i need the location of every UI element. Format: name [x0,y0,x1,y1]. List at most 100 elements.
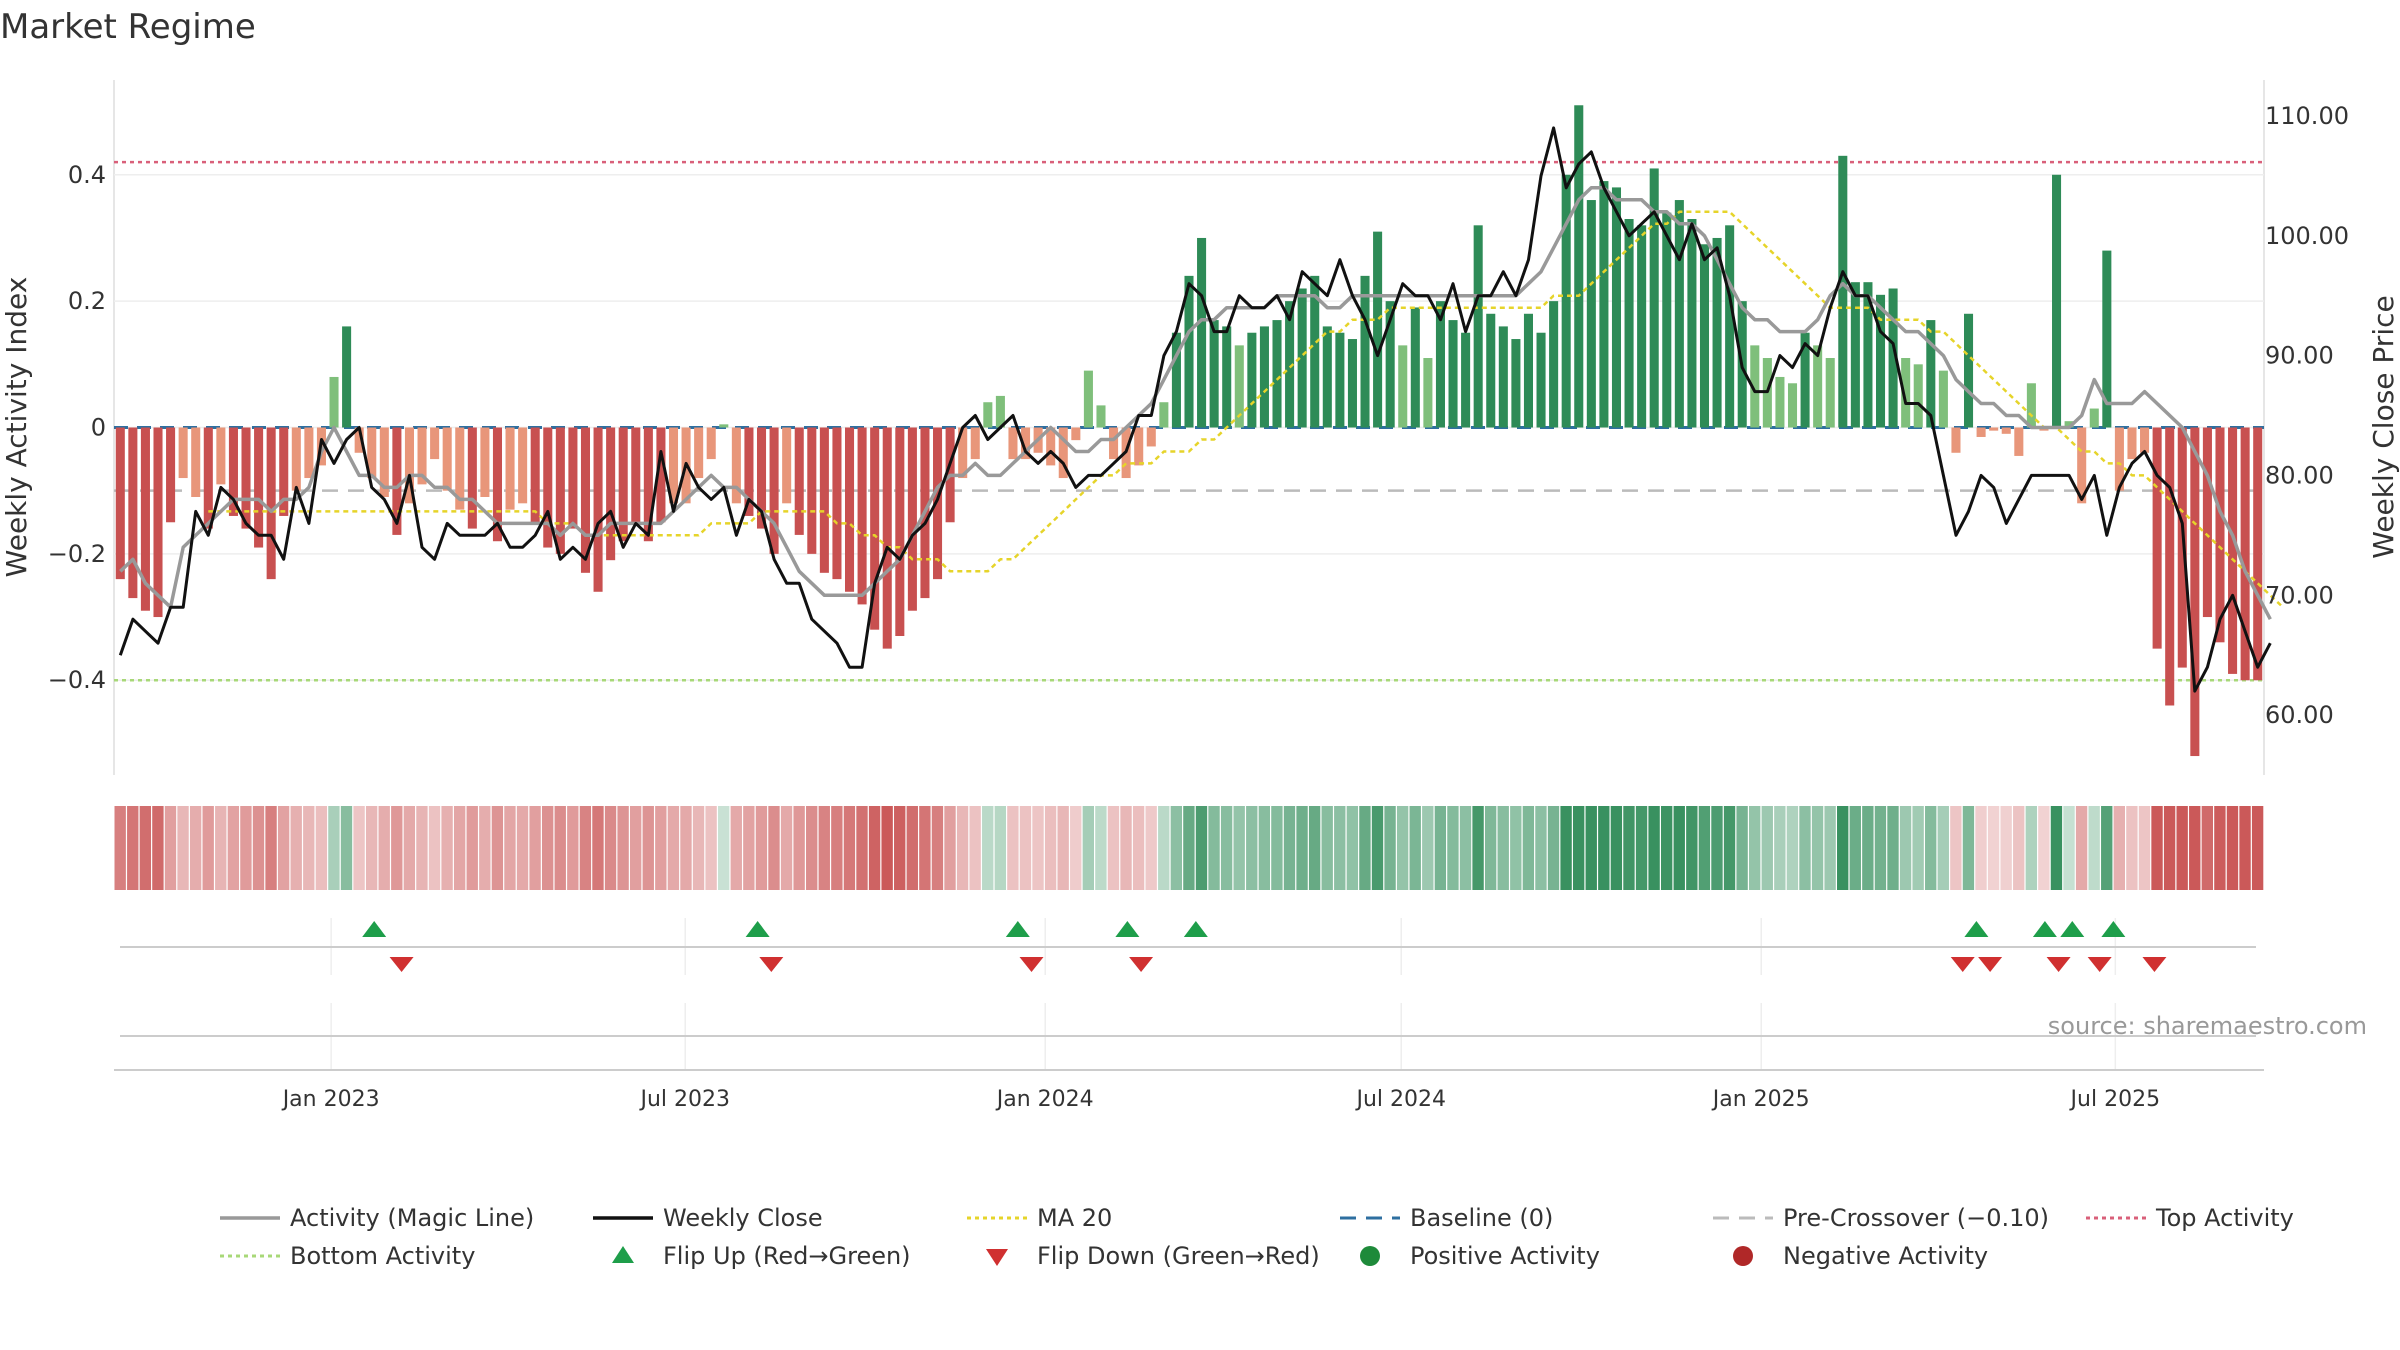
heat-cell [1736,806,1748,890]
activity-bar [1951,427,1961,453]
activity-bar [2152,427,2162,649]
legend-label: Activity (Magic Line) [290,1204,534,1232]
heat-cell [1711,806,1723,890]
y2-tick-label: 60.00 [2265,701,2334,729]
activity-bar [1473,225,1483,428]
activity-bar [2064,421,2074,428]
heat-cell [1321,806,1333,890]
heat-cell [1874,806,1887,890]
heat-cell [2214,806,2226,890]
activity-bar [1096,405,1106,428]
x-tick-label: Jul 2024 [1354,1087,1446,1112]
heat-cell [1396,806,1409,890]
heat-cell [1032,806,1044,890]
heat-cell [2251,806,2264,890]
activity-bar [1197,237,1207,428]
legend-item-ma20: MA 20 [967,1204,1112,1232]
activity-bar [1347,339,1357,428]
heat-cell [831,806,843,890]
activity-bar [2102,250,2112,428]
legend-item-negdot: Negative Activity [1733,1242,1988,1270]
heat-cell [931,806,944,890]
activity-bar [643,427,653,542]
activity-bar [983,402,993,428]
heat-cell [189,806,202,890]
activity-bar [480,427,490,497]
heat-cell [1535,806,1547,890]
legend-label: Pre-Crossover (−0.10) [1783,1204,2049,1232]
activity-bar [1083,370,1093,428]
legend-item-magic: Activity (Magic Line) [220,1204,534,1232]
activity-bar [1385,301,1395,428]
activity-bar [1222,326,1232,428]
activity-bar [1511,339,1521,428]
heat-cell [768,806,780,890]
heat-cell [956,806,969,890]
flip-down-marker [1019,957,1044,972]
activity-bar [1649,168,1659,428]
heat-cell [2050,806,2063,890]
heat-cell [604,806,617,890]
heat-cell [843,806,856,890]
heat-cell [2239,806,2251,890]
x-tick-label: Jan 2023 [281,1087,380,1112]
y-axis-title: Weekly Activity Index [0,277,33,578]
activity-bar [228,427,238,516]
heat-cell [2013,806,2025,890]
heat-cell [1849,806,1861,890]
activity-bar [1687,219,1697,428]
heat-cell [2226,806,2239,890]
activity-bar [1599,181,1609,428]
activity-bar [1146,427,1156,447]
heat-cell [1422,806,1434,890]
flip-up-marker [2032,921,2057,937]
activity-bar [1058,427,1068,479]
heat-cell [1233,806,1245,890]
activity-bar [505,427,515,510]
activity-bar [291,427,301,491]
heat-cell [1547,806,1560,890]
heat-cell [1686,806,1698,890]
activity-bar [1373,231,1383,428]
flip-up-marker [2101,921,2126,937]
activity-bar [2026,383,2036,428]
heat-cell [1472,806,1484,890]
activity-bar [1247,332,1257,428]
activity-bar [719,424,729,428]
heat-cell [1572,806,1585,890]
activity-bars [115,105,2263,757]
activity-bar [442,427,452,491]
heat-cell [1044,806,1057,890]
y-tick-label: 0.4 [68,161,106,189]
heat-cell [755,806,768,890]
heat-cell [1698,806,1711,890]
activity-bar [1838,155,1848,428]
activity-bar [782,427,792,504]
x-tick-label: Jan 2025 [1711,1087,1810,1112]
activity-bar [1008,427,1018,460]
activity-bar [2215,427,2225,643]
activity-bar [1750,345,1760,428]
y2-tick-label: 100.00 [2265,222,2349,250]
activity-bar [354,427,364,453]
heat-cell [479,806,491,890]
heat-cell [1283,806,1296,890]
y2-tick-label: 70.00 [2265,581,2334,609]
activity-bar [1712,237,1722,428]
heat-cell [1660,806,1673,890]
heat-cell [1296,806,1308,890]
heat-cell [1308,806,1321,890]
heat-cell [806,806,818,890]
heat-cell [1082,806,1095,890]
heat-cell [1409,806,1421,890]
heat-cell [441,806,453,890]
heat-cell [164,806,177,890]
activity-bar [1825,358,1835,428]
activity-bar [1021,427,1031,460]
activity-bar [1322,326,1332,428]
y2-tick-label: 90.00 [2265,342,2334,370]
heat-cell [139,806,152,890]
heat-cell [1497,806,1509,890]
activity-bar [2127,427,2137,460]
